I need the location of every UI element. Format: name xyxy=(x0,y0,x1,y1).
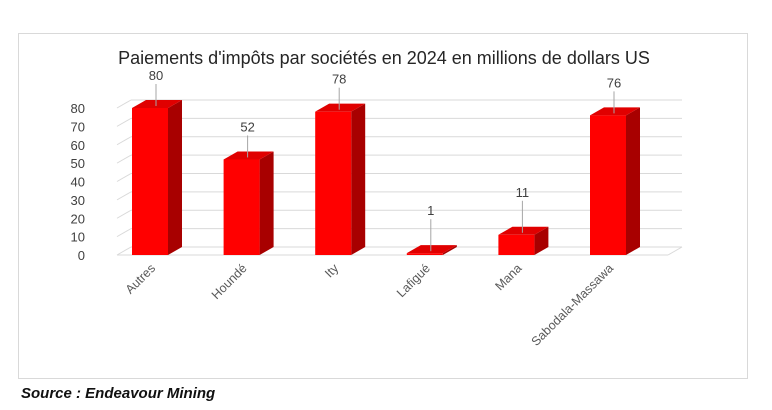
gridline-depth xyxy=(116,209,132,219)
data-label: 11 xyxy=(516,185,530,200)
bar-ity xyxy=(315,103,366,255)
bar-sabodala-massawa xyxy=(590,107,640,255)
y-tick-label: 20 xyxy=(71,211,85,226)
data-label: 78 xyxy=(332,72,346,87)
bar-side xyxy=(534,226,549,255)
source-note: Source : Endeavour Mining xyxy=(21,385,216,402)
bar-top xyxy=(498,226,549,235)
gridline-depth xyxy=(116,117,132,127)
chart-title: Paiements d'impôts par sociétés en 2024 … xyxy=(118,48,650,68)
gridline-depth xyxy=(116,228,132,238)
bar-front xyxy=(223,159,260,255)
y-tick-label: 0 xyxy=(78,248,85,263)
y-tick-label: 10 xyxy=(71,230,85,245)
x-tick-label: Ity xyxy=(322,261,342,281)
bar-front xyxy=(498,234,535,255)
bar-lafigué xyxy=(406,245,457,255)
x-tick-label: Autres xyxy=(123,261,158,296)
bar-top xyxy=(315,103,366,112)
y-axis-ticks: 0 10 20 30 40 50 60 70 80 xyxy=(71,101,85,263)
chart-frame: Paiements d'impôts par sociétés en 2024 … xyxy=(18,33,748,379)
bar-side xyxy=(351,103,366,255)
bars xyxy=(132,100,640,255)
gridline-depth xyxy=(116,136,132,146)
data-label: 80 xyxy=(149,68,163,83)
y-tick-label: 30 xyxy=(71,193,85,208)
bar-front xyxy=(315,111,352,255)
gridline-depth xyxy=(116,154,132,164)
bar-front xyxy=(132,108,168,255)
bar-front xyxy=(590,115,626,255)
data-label: 52 xyxy=(240,119,254,134)
gridline-depth xyxy=(116,246,132,256)
bar-top xyxy=(406,245,457,254)
y-tick-label: 60 xyxy=(71,138,85,153)
bar-front xyxy=(406,253,443,255)
data-label: 1 xyxy=(427,203,434,218)
gridline-depth xyxy=(116,191,132,201)
bar-top xyxy=(223,151,274,160)
x-tick-label: Houndé xyxy=(209,261,250,302)
data-label: 76 xyxy=(607,75,621,90)
bar-side xyxy=(626,107,640,255)
y-tick-label: 50 xyxy=(71,156,85,171)
bar-chart: Paiements d'impôts par sociétés en 2024 … xyxy=(71,48,683,349)
bar-mana xyxy=(498,226,549,255)
bar-autres xyxy=(132,100,182,255)
y-tick-label: 40 xyxy=(71,175,85,190)
gridline-depth xyxy=(116,99,132,109)
x-tick-label: Mana xyxy=(493,261,525,293)
bar-side xyxy=(259,151,274,255)
gridline-depth xyxy=(116,173,132,182)
bar-houndé xyxy=(223,151,274,255)
x-axis-ticks: Autres Houndé Ity Lafigué Mana Sabodala-Massa… xyxy=(123,261,616,349)
bar-side xyxy=(168,100,182,255)
x-tick-label: Lafigué xyxy=(394,261,433,300)
y-tick-label: 70 xyxy=(71,119,85,134)
x-tick-label: Sabodala-Massawa xyxy=(529,261,617,349)
y-tick-label: 80 xyxy=(71,101,85,116)
floor-edge xyxy=(667,246,683,256)
bar-side xyxy=(442,245,457,255)
bar-top xyxy=(590,107,640,116)
bar-top xyxy=(132,100,182,108)
